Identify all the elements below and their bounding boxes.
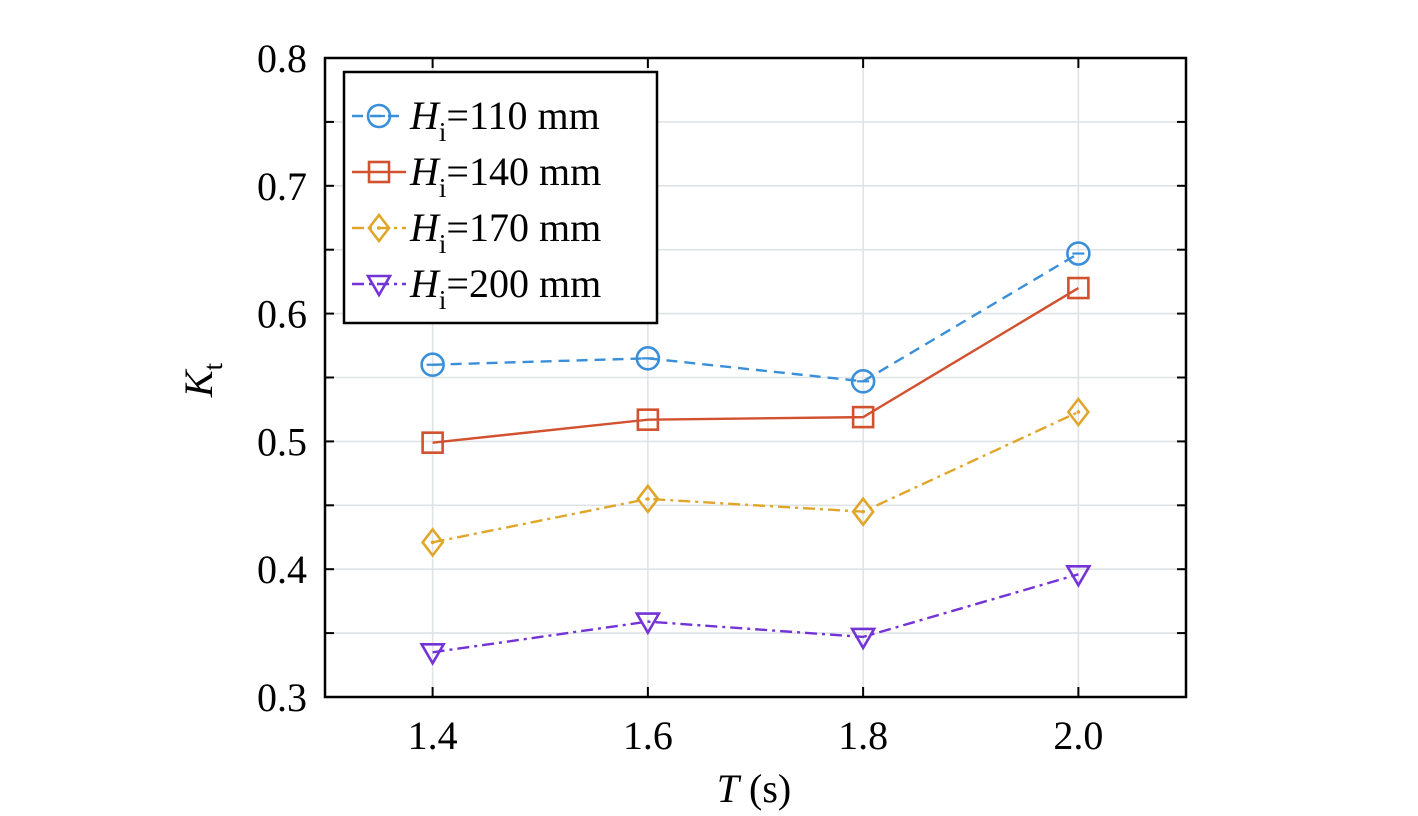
data-point-square xyxy=(367,160,391,184)
data-point-diamond xyxy=(851,496,875,527)
y-tick-label: 0.4 xyxy=(257,547,307,592)
data-point-diamond xyxy=(367,212,391,244)
x-tick-labels: 1.4 1.6 1.8 2.0 xyxy=(408,713,1104,758)
data-point-circle xyxy=(635,346,661,371)
legend-label-rest: =110 mm xyxy=(446,93,599,138)
legend-entry: Hi=140 mm xyxy=(352,149,601,203)
legend-label-var: H xyxy=(409,261,441,306)
legend-label-var: H xyxy=(409,149,441,194)
marker-center-dot xyxy=(861,509,865,514)
legend-entry: Hi=200 mm xyxy=(352,261,601,315)
legend-label-sub: i xyxy=(439,285,447,315)
x-tick-label: 1.6 xyxy=(623,713,673,758)
x-axis-title: T (s) xyxy=(717,766,791,811)
y-axis-variable: K xyxy=(176,368,221,398)
marker-center-dot xyxy=(646,497,650,501)
x-tick-label: 1.4 xyxy=(408,713,458,758)
data-point-circle xyxy=(366,103,392,129)
legend-label-rest: =200 mm xyxy=(446,261,601,306)
legend-entry: Hi=110 mm xyxy=(352,93,600,147)
series-3 xyxy=(420,396,1091,558)
legend-label: Hi=200 mm xyxy=(409,261,601,315)
y-tick-label: 0.6 xyxy=(257,292,307,337)
data-point-diamond xyxy=(420,527,445,558)
y-tick-label: 0.3 xyxy=(257,675,307,720)
legend-label-var: H xyxy=(409,205,441,250)
y-tick-label: 0.8 xyxy=(257,36,307,81)
legend-entry: Hi=170 mm xyxy=(352,205,601,259)
legend-label-sub: i xyxy=(439,117,447,147)
data-point-square xyxy=(636,408,660,431)
legend-label-rest: =170 mm xyxy=(446,205,601,250)
y-tick-labels: 0.3 0.4 0.5 0.6 0.7 0.8 xyxy=(257,36,307,720)
data-point-diamond xyxy=(636,483,660,515)
data-point-diamond xyxy=(1066,396,1091,428)
series-line xyxy=(432,287,1079,444)
series-4 xyxy=(419,565,1092,666)
data-point-circle xyxy=(1066,241,1091,266)
data-point-triangle xyxy=(634,612,662,636)
y-axis-subscript: t xyxy=(198,362,228,370)
x-tick-label: 1.8 xyxy=(838,713,888,758)
series-2 xyxy=(421,276,1090,454)
legend-label: Hi=140 mm xyxy=(409,149,601,203)
data-point-circle xyxy=(420,352,445,378)
x-tick-label: 2.0 xyxy=(1053,713,1103,758)
legend-label-var: H xyxy=(409,93,441,138)
data-point-square xyxy=(1067,276,1090,300)
data-point-square xyxy=(421,431,444,454)
marker-center-dot xyxy=(1076,410,1081,414)
legend-label-sub: i xyxy=(439,173,447,203)
y-tick-label: 0.5 xyxy=(257,419,307,464)
data-point-triangle xyxy=(1065,565,1092,588)
ticks xyxy=(325,57,1186,698)
series-line xyxy=(432,573,1079,654)
y-axis-title: Kt xyxy=(176,362,228,398)
series-line xyxy=(432,410,1079,544)
legend-label-sub: i xyxy=(439,229,447,259)
series-layer xyxy=(419,241,1092,666)
x-axis-variable: T xyxy=(717,766,742,811)
data-point-triangle xyxy=(419,642,446,666)
legend-label-rest: =140 mm xyxy=(446,149,601,194)
legend-label: Hi=110 mm xyxy=(409,93,600,147)
marker-center-dot xyxy=(430,540,435,545)
y-tick-label: 0.7 xyxy=(257,164,307,209)
data-point-triangle xyxy=(365,274,393,298)
data-point-circle xyxy=(850,369,876,394)
legend-label: Hi=170 mm xyxy=(409,205,601,259)
data-point-square xyxy=(851,405,875,429)
legend-box xyxy=(342,70,659,325)
x-axis-unit: (s) xyxy=(739,766,791,811)
data-point-triangle xyxy=(849,627,877,651)
series-1 xyxy=(420,241,1091,394)
marker-center-dot xyxy=(377,226,381,230)
